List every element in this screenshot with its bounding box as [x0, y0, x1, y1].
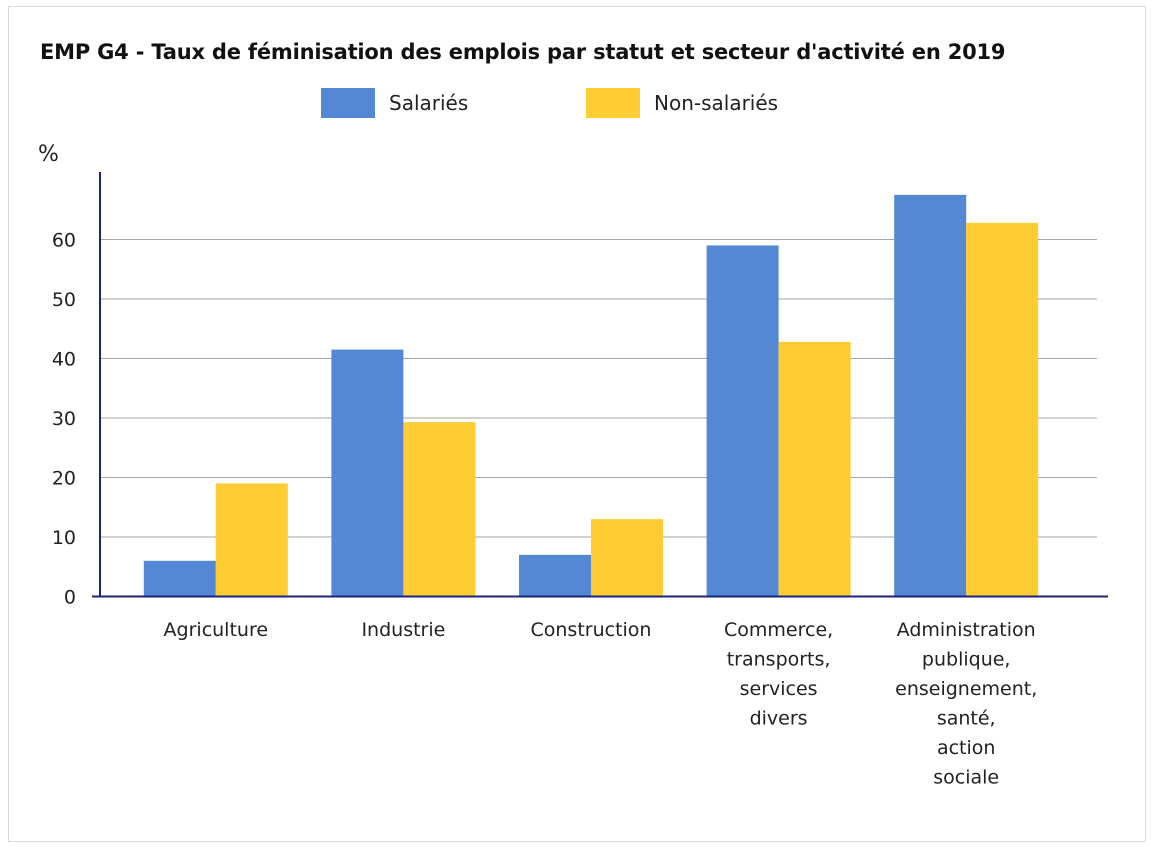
- legend-label-non-salaries: Non-salariés: [654, 91, 779, 115]
- bar-non-salaries: [215, 483, 288, 597]
- x-tick-label-line: santé,: [937, 708, 996, 730]
- x-tick-label-line: Administration: [897, 619, 1036, 641]
- bar-non-salaries: [966, 222, 1039, 597]
- x-tick-label-line: services: [740, 678, 818, 700]
- legend-swatch-salaries: [321, 88, 375, 118]
- legend-label-salaries: Salariés: [389, 91, 469, 115]
- x-tick-label: Industrie: [361, 619, 445, 641]
- y-tick-label: 50: [52, 289, 76, 311]
- y-tick-label: 30: [52, 408, 76, 430]
- bar-non-salaries: [591, 519, 663, 597]
- bar-salaries: [143, 560, 216, 597]
- x-tick-label-line: sociale: [933, 767, 999, 789]
- x-tick-label-line: Industrie: [361, 619, 445, 641]
- y-tick-label: 0: [64, 587, 76, 609]
- x-tick-label-line: action: [937, 737, 995, 759]
- y-axis-unit-label: %: [38, 142, 59, 167]
- x-tick-label: Agriculture: [164, 619, 269, 641]
- chart-title: EMP G4 - Taux de féminisation des emploi…: [40, 40, 1006, 64]
- x-tick-label-line: transports,: [727, 649, 831, 671]
- bar-salaries: [519, 554, 591, 597]
- y-tick-label: 40: [52, 349, 76, 371]
- x-tick-label-line: publique,: [922, 649, 1011, 671]
- x-tick-label-line: divers: [750, 708, 808, 730]
- bar-non-salaries: [403, 422, 476, 597]
- y-tick-label: 10: [52, 527, 76, 549]
- bar-salaries: [706, 245, 779, 597]
- y-tick-label: 20: [52, 468, 76, 490]
- x-tick-label: Construction: [531, 619, 652, 641]
- bar-salaries: [331, 349, 404, 597]
- chart-legend: Salariés Non-salariés: [0, 88, 1155, 122]
- x-tick-label-line: Construction: [531, 619, 652, 641]
- legend-item-non-salaries: Non-salariés: [586, 88, 778, 118]
- y-tick-label: 60: [52, 230, 76, 252]
- x-tick-label-line: Agriculture: [164, 619, 269, 641]
- x-tick-label: Commerce, transports, services divers: [724, 619, 833, 730]
- bar-salaries: [894, 194, 967, 597]
- x-tick-label-line: Commerce,: [724, 619, 833, 641]
- x-tick-label: Administration publique, enseignement, sant…: [895, 619, 1037, 789]
- legend-item-salaries: Salariés: [321, 88, 468, 118]
- legend-swatch-non-salaries: [586, 88, 640, 118]
- x-tick-label-line: enseignement,: [895, 678, 1037, 700]
- bar-non-salaries: [778, 341, 851, 597]
